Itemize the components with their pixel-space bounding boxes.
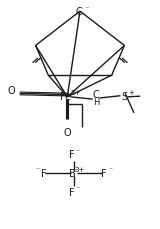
Text: F: F [69,150,75,160]
Text: C: C [92,90,99,100]
Text: S: S [122,92,128,101]
Text: ⁻: ⁻ [84,4,88,13]
Text: B: B [69,168,76,178]
Text: ⁻: ⁻ [76,183,80,193]
Text: C: C [75,7,82,17]
Text: +: + [128,90,134,95]
Text: H: H [93,98,99,106]
Text: Fe: Fe [60,92,71,102]
Text: ⁻: ⁻ [108,165,112,174]
Text: F: F [101,168,107,178]
Text: 2+: 2+ [71,90,81,95]
Text: O: O [64,128,72,138]
Text: F: F [69,187,75,197]
Text: 3+: 3+ [75,166,85,172]
Text: ⁻: ⁻ [76,146,80,155]
Text: O: O [8,86,16,96]
Text: ⁻: ⁻ [36,165,40,174]
Text: F: F [41,168,46,178]
